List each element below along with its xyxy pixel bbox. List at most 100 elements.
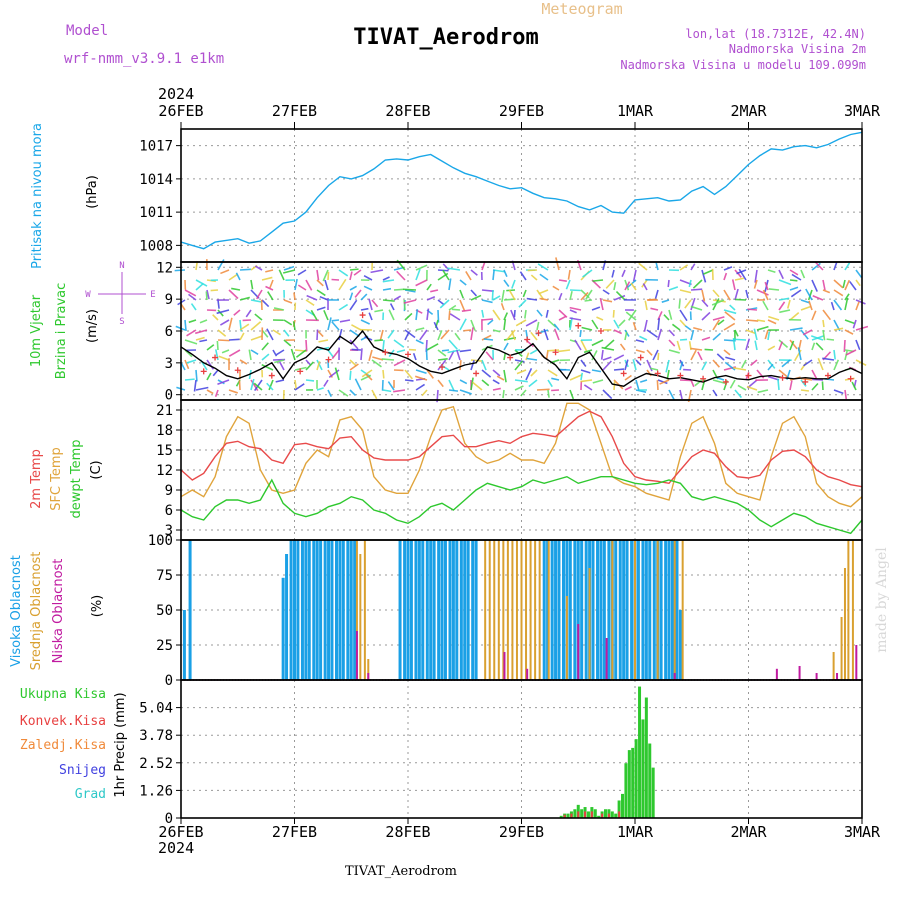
wind-arrow — [602, 389, 613, 400]
wind-arrow — [855, 339, 861, 351]
wind-arrow — [768, 315, 780, 321]
wind-arrow — [679, 289, 692, 294]
wind-arrow — [360, 319, 370, 325]
high-cloud-bar — [353, 540, 357, 680]
mid-cloud-bar — [511, 540, 514, 680]
wind-arrow — [701, 361, 708, 371]
wind-arrow — [382, 389, 392, 393]
wind-arrow — [273, 307, 285, 311]
wind-arrow — [393, 288, 404, 291]
wind-arrow — [459, 389, 472, 395]
wind-arrow — [256, 289, 263, 300]
wind-arrow — [569, 290, 573, 301]
wind-arrow — [684, 325, 692, 331]
gust-marker — [382, 349, 389, 356]
high-cloud-bar — [466, 540, 470, 680]
wind-arrow — [583, 349, 593, 354]
wind-arrow — [461, 309, 472, 312]
wind-arrow — [551, 389, 560, 392]
wind-arrow — [724, 311, 736, 321]
high-cloud-bar — [667, 540, 671, 680]
wind-arrow — [716, 376, 725, 381]
wind-arrow — [292, 321, 296, 331]
wind-unit-label: (m/s) — [85, 309, 100, 343]
wind-arrow — [349, 370, 352, 381]
wind-arrow — [630, 282, 637, 291]
wind-arrow — [349, 292, 354, 301]
wind-arrow — [530, 369, 538, 377]
wind-arrow — [621, 269, 626, 278]
wind-arrow — [492, 295, 501, 301]
mid-cloud-bar — [588, 568, 591, 680]
y-tick-label: 2.52 — [139, 756, 173, 772]
page-title: TIVAT_Aerodrom — [353, 25, 538, 50]
gust-marker — [779, 374, 786, 381]
wind-arrow — [750, 359, 758, 366]
wind-arrow — [580, 291, 589, 301]
wind-arrow — [250, 335, 263, 341]
y-tick-label: 3 — [165, 356, 173, 372]
wind-arrow — [283, 265, 295, 271]
wind-arrow — [811, 382, 819, 391]
year-bottom: 2024 — [158, 839, 194, 857]
wind-arrow — [338, 269, 349, 277]
wind-arrow — [217, 299, 220, 309]
wind-arrow — [190, 303, 197, 311]
high-cloud-bar — [546, 540, 550, 680]
wind-arrow — [811, 279, 818, 292]
wind-arrow — [360, 307, 369, 311]
wind-arrow — [821, 381, 824, 391]
wind-arrow — [844, 297, 849, 311]
high-cloud-bar — [425, 540, 429, 680]
wind-arrow — [261, 299, 270, 308]
wind-arrow — [580, 379, 593, 383]
wind-arrow — [184, 319, 187, 332]
wind-arrow — [690, 305, 703, 311]
sfc-side-label: SFC Temp — [49, 447, 64, 511]
wind-arrow — [415, 264, 428, 271]
wind-arrow — [487, 319, 494, 326]
wind-arrow — [415, 383, 426, 391]
wind-arrow — [492, 269, 495, 281]
gust-marker — [359, 312, 366, 319]
wind-arrow — [421, 389, 428, 397]
total-precip-bar — [624, 763, 628, 818]
wind-arrow — [529, 349, 538, 355]
wind-arrow — [811, 369, 818, 380]
wind-arrow — [684, 299, 692, 309]
mid-cloud-bar — [525, 540, 528, 680]
wind-arrow — [233, 309, 241, 316]
wind-arrow — [239, 323, 250, 331]
wind-arrow — [261, 342, 269, 351]
wind-arrow — [723, 309, 737, 315]
wind-arrow — [248, 349, 252, 361]
high-cloud-bar — [451, 540, 455, 680]
wind-arrow — [415, 309, 419, 321]
total-precip-bar — [586, 811, 590, 818]
wind-arrow — [547, 349, 560, 352]
wind-arrow — [235, 272, 241, 281]
wind-arrow — [217, 379, 225, 385]
wind-arrow — [426, 295, 436, 301]
mid-cloud-side-label: Srednja Oblacnost — [29, 552, 44, 671]
wind-arrow — [624, 281, 631, 291]
wind-arrow — [844, 319, 855, 325]
y-tick-label: 0 — [165, 388, 173, 404]
wind-arrow — [195, 329, 208, 335]
wind-arrow — [591, 319, 599, 330]
wind-arrow — [268, 379, 274, 391]
wind-arrow — [635, 359, 642, 366]
wind-arrow — [396, 270, 406, 281]
wind-arrow — [331, 319, 340, 322]
wind-arrow — [723, 266, 733, 271]
wind-arrow — [833, 349, 836, 360]
total-precip-bar — [566, 813, 570, 818]
wind-arrow — [338, 303, 349, 311]
high-cloud-bar — [670, 540, 674, 680]
high-cloud-bar — [406, 540, 410, 680]
wind-arrow — [294, 383, 305, 391]
high-cloud-bar — [188, 540, 192, 680]
mid-cloud-bar — [493, 540, 496, 680]
high-cloud-bar — [576, 540, 580, 680]
wind-arrow — [322, 269, 329, 282]
